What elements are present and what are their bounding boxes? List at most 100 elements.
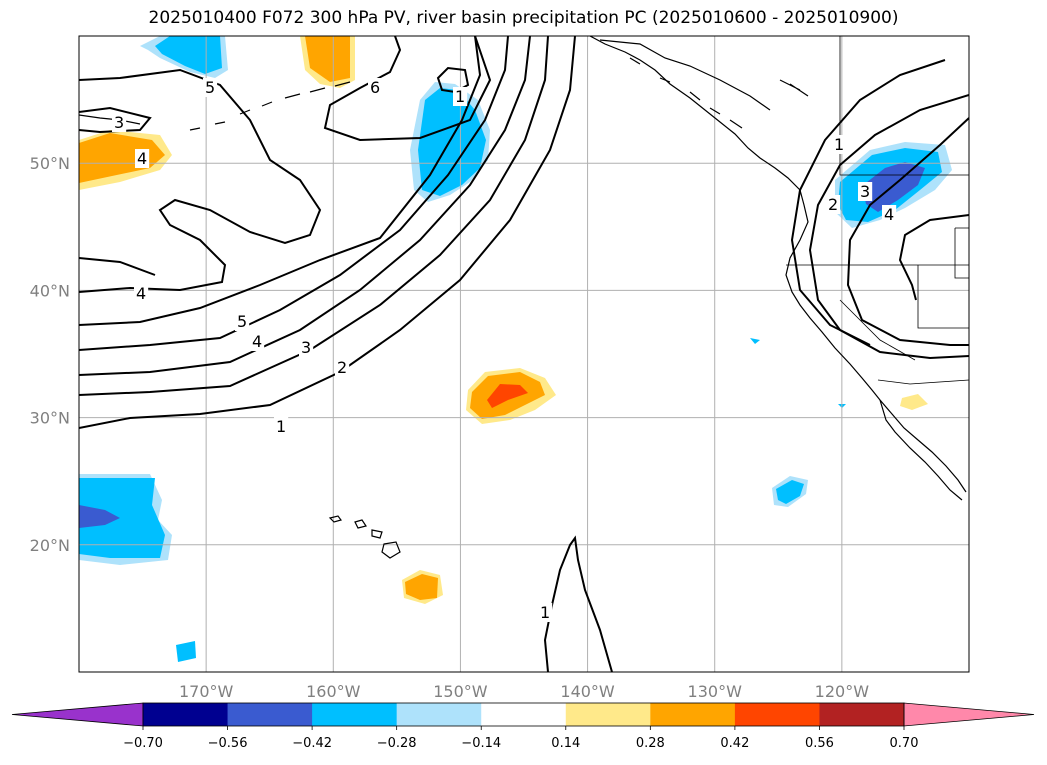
contour-label-halo — [858, 182, 873, 201]
coastline — [629, 57, 809, 129]
pv-contour-label: 6 — [370, 78, 380, 97]
pv-contour-label: 4 — [252, 332, 262, 351]
shade-region — [79, 133, 165, 183]
pv-contour-4 — [79, 36, 509, 351]
border-line — [917, 265, 969, 329]
lat-tick-labels: 20°N 30°N 40°N 50°N — [30, 154, 70, 555]
shade-region — [305, 36, 350, 82]
pv-contour-label: 2 — [337, 358, 347, 377]
gridlines — [79, 36, 969, 672]
pv-contour-3-left — [79, 106, 152, 134]
shade-region — [176, 641, 196, 662]
colorbar-segment — [312, 703, 398, 726]
pv-contour-label: 3 — [114, 113, 124, 132]
contour-label-halo — [453, 87, 468, 106]
pv-contour-loop — [436, 66, 470, 94]
pv-contour-2 — [79, 36, 549, 396]
lon-tick-label: 140°W — [560, 682, 615, 701]
coastline — [189, 81, 351, 131]
shade-region — [900, 394, 928, 410]
colorbar: −0.70 −0.56 −0.42 −0.28 −0.14 0.14 0.28 0.42 0.5… — [11, 702, 1035, 751]
colorbar-tick-label: 0.28 — [636, 736, 665, 751]
pv-contour-label: 4 — [884, 205, 894, 224]
colorbar-tick-label: 0.70 — [890, 736, 919, 751]
contour-label-halo — [826, 195, 841, 214]
shade-region — [776, 480, 804, 504]
contour-label-halo — [135, 149, 150, 168]
colorbar-segment — [819, 703, 905, 726]
pv-contour-label: 1 — [276, 417, 286, 436]
contour-label-halo — [203, 78, 218, 97]
contour-label-halo — [274, 417, 289, 436]
colorbar-tick-label: −0.14 — [461, 736, 501, 751]
lon-tick-label: 130°W — [688, 682, 743, 701]
contour-label-halo — [112, 113, 127, 132]
map-title: 2025010400 F072 300 hPa PV, river basin … — [148, 8, 899, 28]
colorbar-segment — [650, 703, 736, 726]
border-line — [954, 227, 969, 279]
coastline — [879, 399, 963, 501]
lat-tick-label: 40°N — [30, 281, 70, 300]
pv-contour-3 — [79, 36, 531, 376]
pv-contour-4b-left — [79, 257, 156, 276]
colorbar-segment — [143, 703, 229, 726]
colorbar-frame — [142, 702, 905, 727]
pv-contour-label: 1 — [455, 87, 465, 106]
pv-contour-label: 4 — [136, 284, 146, 303]
colorbar-tick-label: −0.70 — [123, 736, 163, 751]
shade-region — [750, 338, 760, 344]
border-line — [877, 379, 969, 385]
contour-label-halo — [882, 205, 897, 224]
pv-contour-label: 3 — [301, 338, 311, 357]
pv-contour-5 — [79, 36, 482, 326]
pv-contour-label: 1 — [834, 135, 844, 154]
pv-contour-label: 3 — [860, 182, 870, 201]
colorbar-tick-label: 0.56 — [805, 736, 834, 751]
coastline — [589, 36, 801, 191]
coastline — [599, 39, 771, 111]
lon-tick-labels: 170°W 160°W 150°W 140°W 130°W 120°W — [179, 682, 869, 701]
shade-region — [155, 36, 222, 74]
contour-label-halo — [832, 135, 847, 154]
colorbar-tick-label: −0.42 — [292, 736, 332, 751]
colorbar-segment — [734, 703, 820, 726]
coastline — [79, 114, 141, 125]
map-frame — [78, 35, 970, 673]
pv-contour-labels: 5 6 1 3 4 4 5 4 3 2 1 1 1 2 3 4 — [112, 78, 897, 622]
lat-tick-label: 30°N — [30, 409, 70, 428]
pv-contour-label: 2 — [828, 195, 838, 214]
colorbar-tick-label: −0.28 — [377, 736, 417, 751]
pv-contour-4-left — [79, 68, 322, 293]
pv-contour-east-1 — [846, 117, 969, 346]
contour-label-halo — [250, 332, 265, 351]
lon-tick-label: 120°W — [815, 682, 870, 701]
colorbar-tick-label: 0.14 — [551, 736, 580, 751]
coastlines — [79, 36, 967, 559]
pv-contour-label: 5 — [205, 78, 215, 97]
coastline — [785, 189, 967, 493]
shade-region — [79, 505, 120, 528]
pv-contour-label: 4 — [137, 149, 147, 168]
coastline — [328, 515, 401, 559]
contour-label-halo — [235, 312, 250, 331]
lon-tick-label: 160°W — [306, 682, 361, 701]
colorbar-segment — [481, 703, 567, 726]
border-line — [839, 299, 916, 361]
shade-region — [405, 574, 438, 600]
colorbar-segment — [565, 703, 651, 726]
pv-contour-1 — [79, 36, 576, 429]
shade-region — [79, 478, 165, 558]
colorbar-segment — [227, 703, 313, 726]
lat-tick-label: 50°N — [30, 154, 70, 173]
borders — [786, 36, 969, 385]
contour-label-halo — [368, 78, 383, 97]
colorbar-under-arrow — [11, 702, 144, 727]
border-line — [839, 36, 969, 176]
pv-contour-east-3 — [790, 59, 946, 346]
shade-region — [487, 384, 528, 408]
colorbar-tick-label: −0.56 — [208, 736, 248, 751]
contour-label-halo — [538, 603, 553, 622]
colorbar-over-arrow — [903, 702, 1035, 727]
contour-label-halo — [299, 338, 314, 357]
